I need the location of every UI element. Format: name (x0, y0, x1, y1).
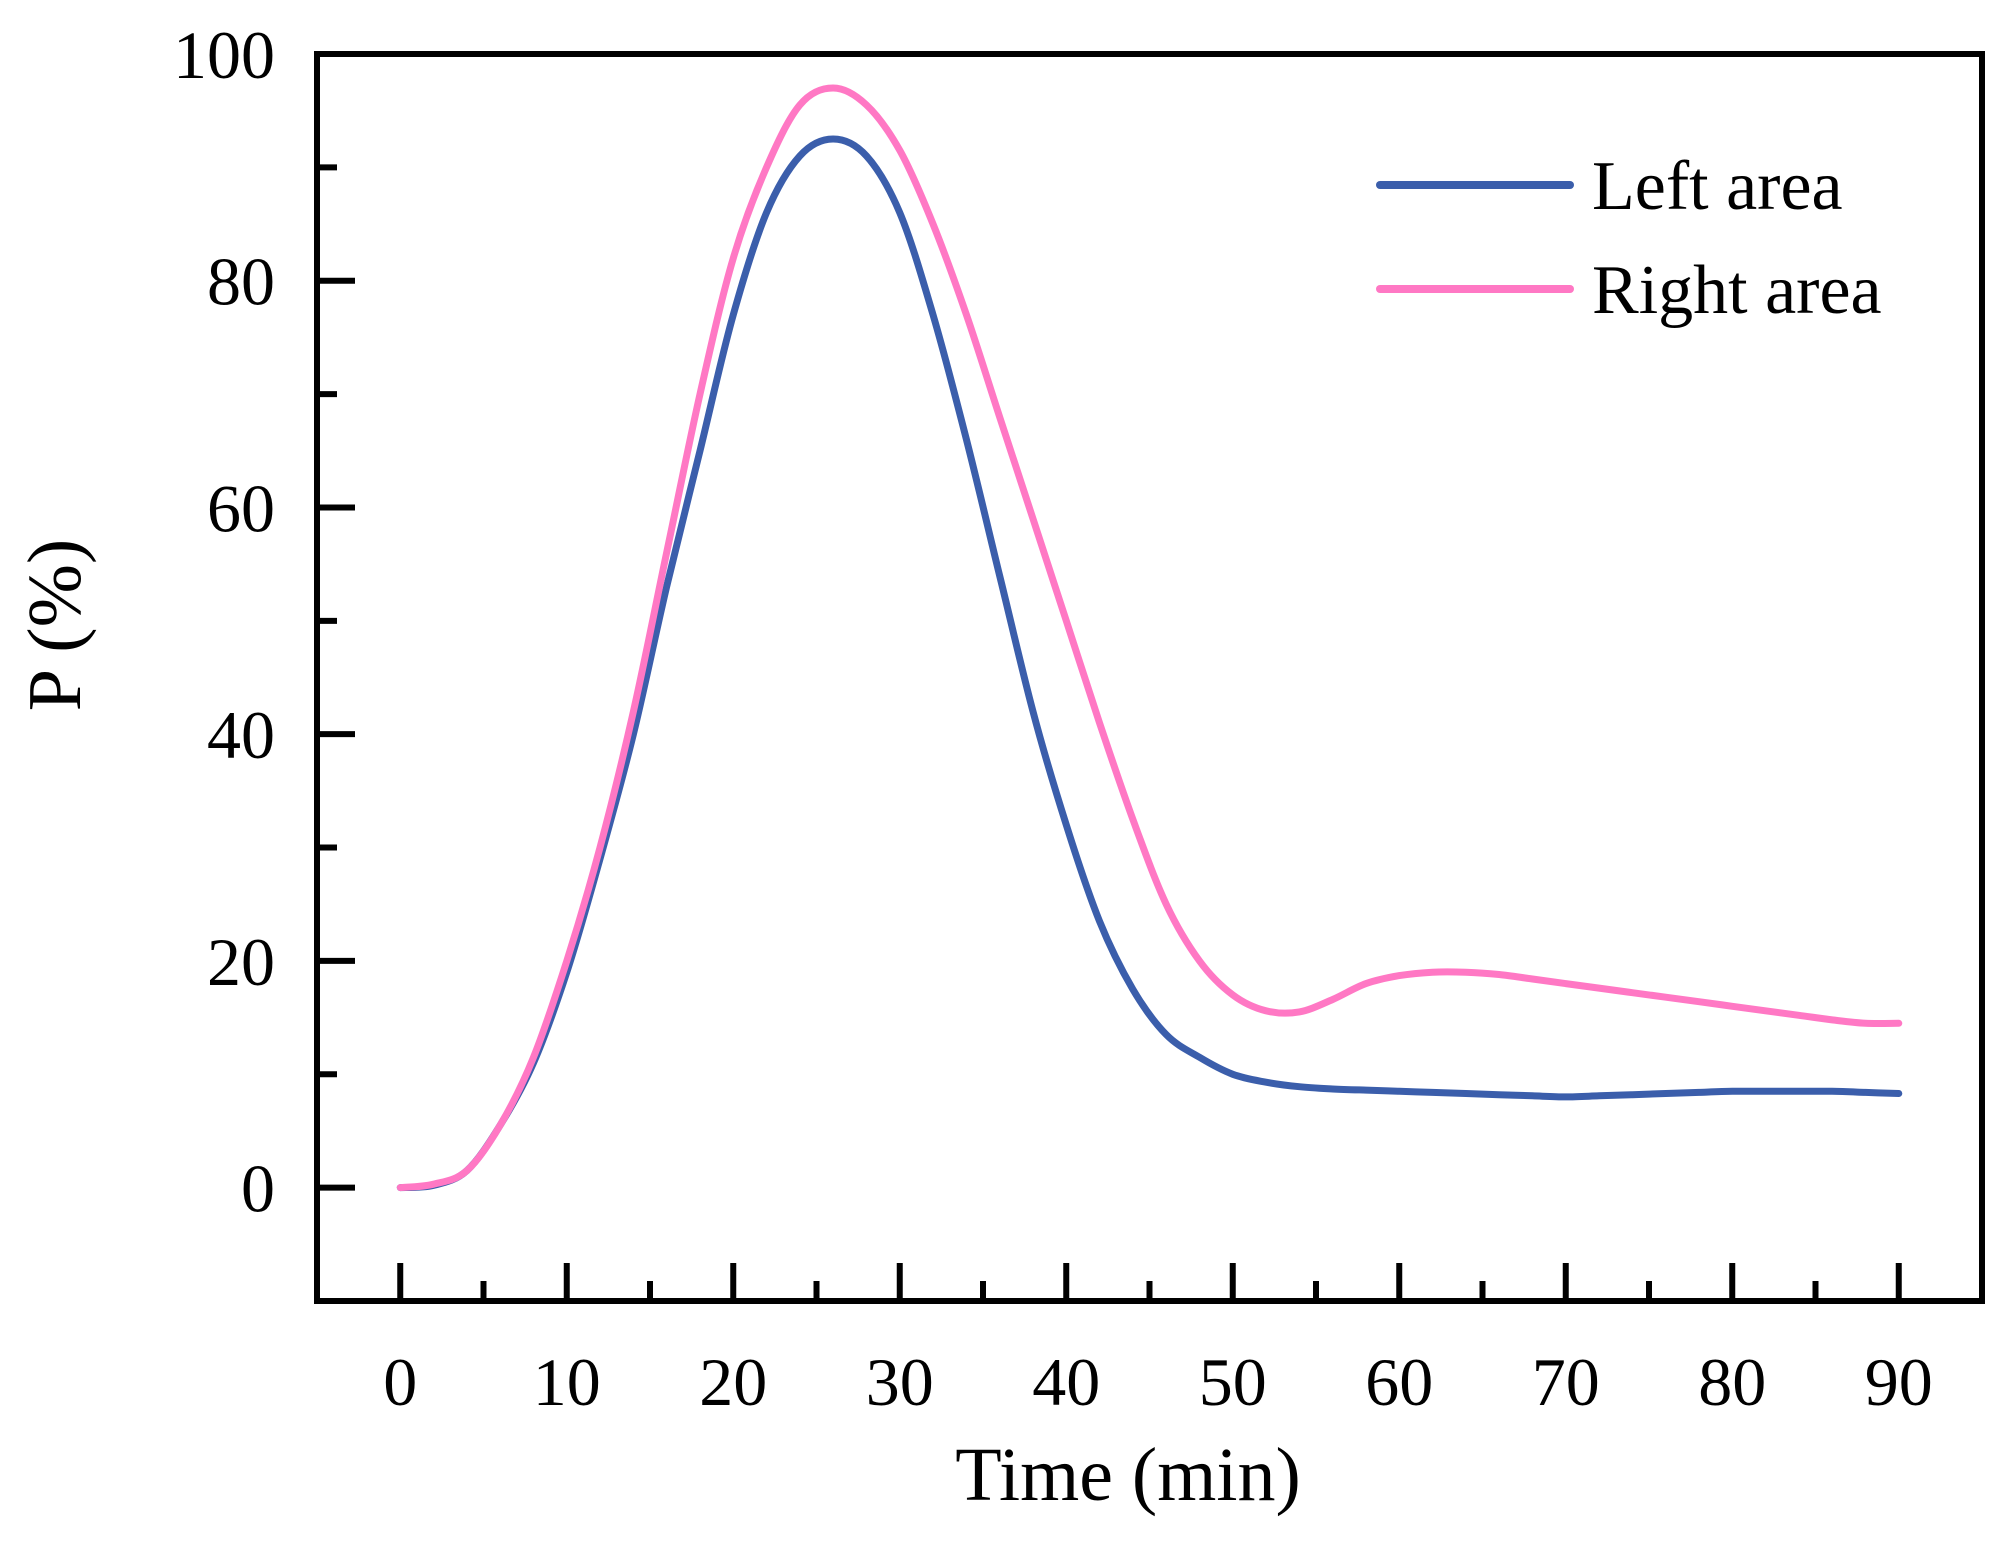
x-tick-label: 80 (1698, 1344, 1766, 1420)
x-tick-label: 60 (1365, 1344, 1433, 1420)
x-axis-ticks (397, 1263, 1902, 1301)
y-tick-label: 0 (241, 1151, 275, 1227)
y-axis-tick-labels: 0 20 40 60 80 100 (173, 17, 275, 1227)
x-tick-label: 40 (1032, 1344, 1100, 1420)
x-axis-title: Time (min) (955, 1433, 1301, 1517)
y-tick-label: 60 (207, 470, 275, 546)
x-axis-tick-labels: 0 10 20 30 40 50 60 70 80 90 (383, 1344, 1933, 1420)
series-line-right-area (396, 84, 1903, 1192)
series-group (396, 84, 1903, 1192)
x-tick-label: 90 (1865, 1344, 1933, 1420)
y-axis-title: P (%) (13, 539, 97, 711)
legend: Left area Right area (1376, 148, 1882, 329)
legend-item-left-area: Left area (1376, 148, 1843, 225)
x-tick-label: 70 (1532, 1344, 1600, 1420)
series-line-left-area (396, 135, 1903, 1192)
x-tick-label: 0 (383, 1344, 417, 1420)
x-tick-label: 20 (699, 1344, 767, 1420)
x-tick-label: 30 (866, 1344, 934, 1420)
x-tick-label: 10 (533, 1344, 601, 1420)
legend-label: Left area (1592, 148, 1843, 225)
y-tick-label: 100 (173, 17, 275, 93)
x-tick-label: 50 (1199, 1344, 1267, 1420)
y-axis-ticks (317, 51, 355, 1191)
legend-label: Right area (1592, 252, 1882, 329)
y-tick-label: 20 (207, 924, 275, 1000)
legend-item-right-area: Right area (1376, 252, 1882, 329)
y-tick-label: 80 (207, 244, 275, 320)
y-tick-label: 40 (207, 697, 275, 773)
